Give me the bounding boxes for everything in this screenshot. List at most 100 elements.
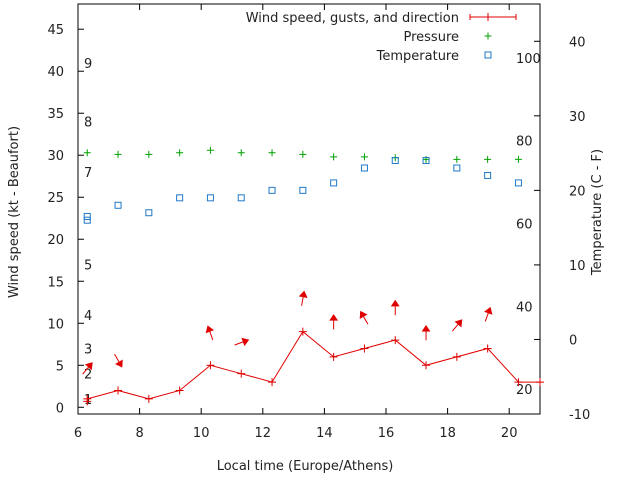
wind-speed-line: [87, 330, 540, 400]
temperature-point: [360, 164, 368, 172]
wind-direction-arrow: [390, 299, 400, 316]
wind-speed-point: [114, 386, 123, 395]
beaufort-label: 1: [84, 393, 92, 408]
pressure-point: [453, 155, 461, 163]
legend-swatch-plus: [469, 13, 517, 21]
legend-label: Pressure: [403, 30, 459, 45]
x-tick-label: 14: [316, 426, 333, 441]
temperature-point: [237, 194, 245, 202]
beaufort-label: 7: [84, 166, 92, 181]
wind-direction-arrow-head: [84, 362, 93, 371]
temperature-point: [453, 164, 461, 172]
ticks-layer: 6 8 10 12 14 16 18 20051015202530354045-1001020…: [47, 4, 590, 441]
wind-speed-point: [360, 344, 369, 353]
y-tick-label: 25: [47, 191, 64, 206]
pressure-point: [237, 149, 245, 157]
legend-swatch-plus: [484, 32, 492, 40]
wind-direction-arrow-head: [298, 290, 308, 298]
beaufort-label: 8: [84, 116, 92, 131]
x-axis-label: Local time (Europe/Athens): [217, 459, 394, 474]
x-tick-label: 6: [74, 426, 82, 441]
wind-direction-arrow-head: [390, 299, 400, 307]
y-axis-label: Wind speed (kt - Beaufort): [7, 126, 22, 298]
wind-direction-arrow: [205, 325, 215, 341]
wind-speed-point: [206, 361, 215, 370]
y-tick-label: 40: [47, 65, 64, 80]
temperature-point: [391, 157, 399, 165]
wind-direction-arrow-head: [359, 310, 368, 319]
wind-direction-arrow: [329, 313, 339, 330]
temperature-point: [176, 194, 184, 202]
y-tick-label: 20: [47, 233, 64, 248]
legend-label: Wind speed, gusts, and direction: [246, 11, 459, 26]
wind-direction-arrow: [82, 362, 93, 375]
temperature-point: [83, 216, 91, 224]
pressure-point: [145, 150, 153, 158]
y-tick-label: 35: [47, 107, 64, 122]
y-tick-label: 5: [56, 359, 64, 374]
wind-direction-arrow: [484, 306, 493, 322]
wind-direction-arrow-head: [241, 337, 250, 347]
temperature-point: [206, 194, 214, 202]
temperature-point: [145, 209, 153, 217]
wind-direction-arrow-head: [421, 324, 431, 332]
wind-direction-arrow-head: [329, 313, 339, 321]
temperature-point: [484, 171, 492, 179]
plot-frame-layer: [77, 3, 541, 415]
pressure-point: [114, 150, 122, 158]
plot-frame: [77, 3, 541, 415]
y2-tick-label: 0: [569, 333, 577, 348]
wind-direction-arrow-head: [205, 325, 215, 334]
legend-swatch-square: [484, 51, 492, 59]
beaufort-label: 3: [84, 342, 92, 357]
wind-speed-point: [514, 378, 523, 387]
beaufort-label: 2: [84, 368, 92, 383]
temperature-point: [83, 212, 91, 220]
wind-direction-arrow-head: [484, 306, 493, 315]
pressure-point: [330, 153, 338, 161]
temperature-point: [514, 179, 522, 187]
y2-tick-label: 20: [569, 184, 586, 199]
wind-gust-point: [83, 397, 92, 406]
wind-direction-arrow: [421, 324, 431, 341]
temperature-point: [422, 157, 430, 165]
pressure-point: [514, 155, 522, 163]
x-tick-label: 18: [439, 426, 456, 441]
wind-direction-arrow-head: [454, 319, 463, 328]
y-tick-label: 0: [56, 401, 64, 416]
y2-tick-label: 30: [569, 110, 586, 125]
wind-speed-point: [422, 361, 431, 370]
wind-direction-arrow-head: [115, 359, 123, 368]
wind-direction-arrow: [298, 290, 308, 306]
fahrenheit-label: 60: [516, 217, 533, 232]
pressure-point: [484, 155, 492, 163]
wind-speed-point: [452, 352, 461, 361]
wind-speed-point: [298, 327, 307, 336]
wind-direction-arrow: [234, 337, 250, 347]
fahrenheit-label: 40: [516, 300, 533, 315]
legend-layer: Wind speed, gusts, and direction Pressure…: [246, 11, 517, 64]
y-tick-label: 10: [47, 317, 64, 332]
temperature-point: [114, 201, 122, 209]
legend-label: Temperature: [376, 49, 459, 64]
x-tick-label: 16: [378, 426, 395, 441]
y2-axis-label: Temperature (C - F): [590, 149, 605, 276]
x-tick-label: 8: [135, 426, 143, 441]
y-tick-label: 30: [47, 149, 64, 164]
fahrenheit-label: 20: [516, 383, 533, 398]
wind-direction-arrow: [451, 319, 463, 332]
temperature-point: [268, 186, 276, 194]
wind-speed-point: [175, 386, 184, 395]
pressure-point: [422, 155, 430, 163]
y2-tick-label: 40: [569, 35, 586, 50]
wind-direction-arrow: [114, 353, 123, 368]
x-tick-label: 12: [255, 426, 272, 441]
temperature-point: [330, 179, 338, 187]
y-tick-label: 45: [47, 23, 64, 38]
y2-tick-label: 10: [569, 259, 586, 274]
beaufort-label: 4: [84, 309, 92, 324]
pressure-point: [206, 146, 214, 154]
y2-tick-label: -10: [569, 408, 590, 423]
wind-speed-point: [268, 378, 277, 387]
